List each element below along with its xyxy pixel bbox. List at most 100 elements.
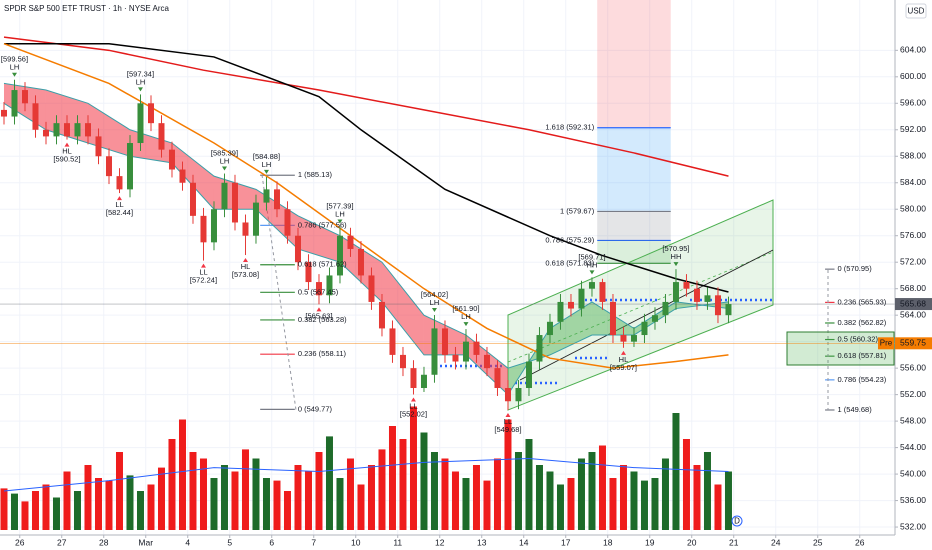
swing-price: [590.52] xyxy=(53,155,80,164)
candle-body xyxy=(399,354,406,369)
swing-tag: LL xyxy=(504,417,512,426)
candle-body xyxy=(557,301,564,322)
candle-body xyxy=(672,282,679,302)
x-tick-label: 26 xyxy=(855,537,865,547)
volume-bar xyxy=(220,465,228,530)
swing-price: [569.71] xyxy=(578,252,605,261)
x-tick-label: 6 xyxy=(269,537,274,547)
candle-body xyxy=(273,189,280,210)
volume-bar xyxy=(157,467,165,530)
candle-body xyxy=(515,388,522,402)
volume-bar xyxy=(546,471,554,530)
volume-bar xyxy=(441,458,449,530)
label-layer: 1 (585.13) 0.786 (577.56) 0.618 (571.62) 0.… xyxy=(1,55,887,434)
fib-label: 0 (570.95) xyxy=(838,264,873,273)
x-tick-label: 11 xyxy=(393,537,402,547)
volume-bar xyxy=(199,458,207,530)
volume-bar xyxy=(451,471,459,530)
volume-bar xyxy=(409,406,417,530)
swing-tag: LH xyxy=(220,157,230,166)
candle-body xyxy=(567,301,574,309)
candle-body xyxy=(336,235,343,276)
volume-bar xyxy=(378,449,386,530)
swing-price: [549.68] xyxy=(494,425,521,434)
swing-price: [572.24] xyxy=(190,276,217,285)
moving-average-layer xyxy=(0,36,895,369)
y-tick-label: 592.00 xyxy=(900,124,926,134)
candle-body xyxy=(420,374,427,389)
volume-bar xyxy=(84,465,92,530)
volume-bar xyxy=(724,471,732,530)
volume-bar xyxy=(283,491,291,530)
x-tick-label: 10 xyxy=(351,537,361,547)
fib-label: 0.618 (571.83) xyxy=(545,258,594,267)
x-tick-label: 12 xyxy=(435,537,445,547)
swing-arrow xyxy=(221,166,227,171)
candle-body xyxy=(231,182,238,223)
volume-bar xyxy=(556,484,564,530)
candle-body xyxy=(347,235,354,249)
candle-body xyxy=(389,328,396,355)
cloud-segment xyxy=(297,215,340,263)
volume-bar xyxy=(10,493,18,530)
swing-price: [599.56] xyxy=(1,55,28,64)
volume-bar xyxy=(168,439,176,530)
y-tick-label: 572.00 xyxy=(900,256,926,266)
volume-bar xyxy=(640,480,648,530)
swing-price: [559.07] xyxy=(610,363,637,372)
volume-bar xyxy=(420,432,428,530)
candle-body xyxy=(525,361,532,389)
candle-body xyxy=(189,182,196,216)
candle-body xyxy=(305,262,312,283)
fib-label: 0.5 (567.45) xyxy=(298,287,339,296)
fib-zone xyxy=(597,211,671,241)
swing-tag: HL xyxy=(62,147,72,156)
moving-average xyxy=(3,42,729,369)
candle-body xyxy=(294,235,301,263)
volume-bar xyxy=(703,452,711,530)
channel xyxy=(507,199,774,411)
candle-body xyxy=(263,189,270,203)
volume-bar xyxy=(714,484,722,530)
swing-tag: LH xyxy=(461,312,471,321)
volume-bar xyxy=(577,458,585,530)
swing-tag: HH xyxy=(587,260,598,269)
volume-average xyxy=(3,457,729,492)
swing-arrow xyxy=(673,262,679,267)
volume-bar xyxy=(525,439,533,530)
candle-body xyxy=(725,304,732,316)
y-tick-label: 600.00 xyxy=(900,71,926,81)
x-tick-label: 21 xyxy=(729,537,739,547)
x-axis-background xyxy=(0,535,932,550)
volume-bar xyxy=(294,465,302,530)
volume-bar xyxy=(661,458,669,530)
candle-body xyxy=(609,301,616,336)
x-tick-label: 19 xyxy=(645,537,655,547)
candle-body xyxy=(546,321,553,336)
volume-bar xyxy=(651,478,659,530)
target-box xyxy=(786,331,895,366)
candle-body xyxy=(53,123,60,137)
candle-body xyxy=(536,335,543,362)
candle-body xyxy=(0,109,7,117)
volume-bar xyxy=(304,471,312,530)
fib-label: 1 (549.68) xyxy=(838,405,873,414)
y-tick-label: 588.00 xyxy=(900,151,926,161)
swing-arrow xyxy=(242,258,248,263)
swing-tag: LL xyxy=(115,200,123,209)
volume-bar xyxy=(357,484,365,530)
candle-body xyxy=(84,123,91,137)
moving-average xyxy=(3,42,729,293)
x-tick-label: 7 xyxy=(311,537,316,547)
swing-tag: LH xyxy=(136,77,146,86)
x-tick-label: 4 xyxy=(185,537,190,547)
swing-arrow xyxy=(11,72,17,77)
dividend-marker[interactable] xyxy=(731,515,743,527)
candle-body xyxy=(32,103,39,130)
x-tick-label: 14 xyxy=(519,537,529,547)
candle-body xyxy=(21,90,28,104)
volume-bar xyxy=(210,478,218,530)
volume-bar xyxy=(535,465,543,530)
swing-price: [597.34] xyxy=(127,69,154,78)
